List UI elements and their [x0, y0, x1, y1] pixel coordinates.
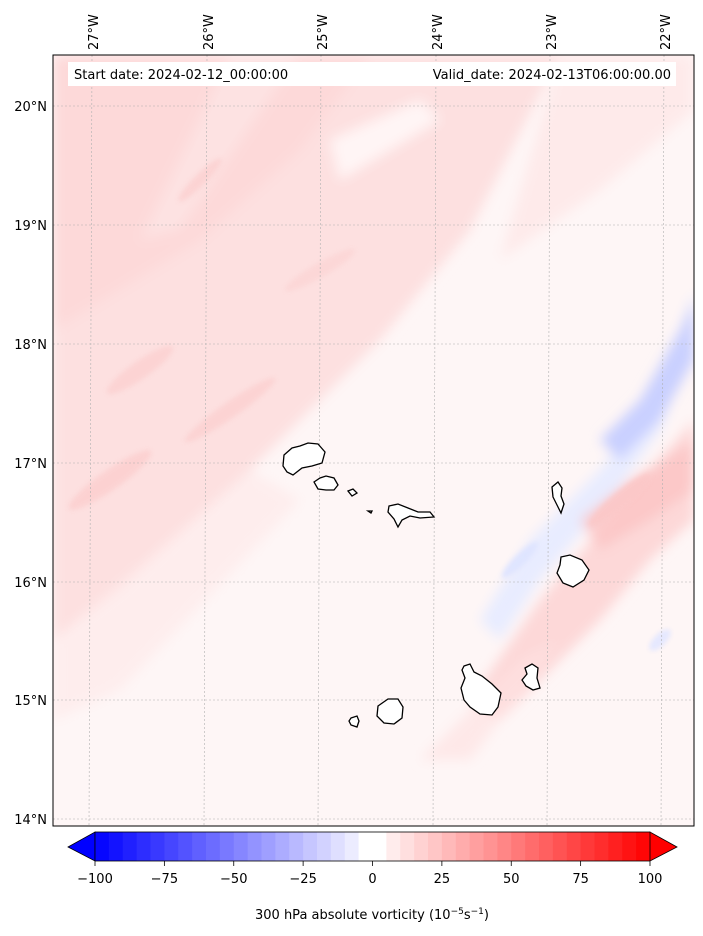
- colorbar-step: [441, 832, 457, 861]
- colorbar-tick-label: 75: [572, 872, 589, 887]
- start-date-label: Start date: 2024-02-12_00:00:00: [74, 68, 288, 83]
- lon-tick-label: 23°W: [545, 14, 560, 50]
- colorbar-label: 300 hPa absolute vorticity (10−5s−1): [255, 907, 489, 923]
- colorbar-tick-label: −75: [151, 872, 178, 887]
- colorbar-step: [150, 832, 165, 861]
- lat-tick-label: 17°N: [14, 457, 47, 472]
- lat-tick-label: 14°N: [14, 813, 47, 828]
- colorbar-step: [108, 832, 124, 861]
- colorbar-step: [303, 832, 318, 861]
- colorbar-step: [525, 832, 540, 861]
- colorbar-tick-label: 0: [368, 872, 376, 887]
- colorbar-extend-low: [67, 831, 96, 862]
- island-branco: [365, 510, 374, 514]
- colorbar-step: [192, 832, 207, 861]
- lat-tick-label: 15°N: [14, 694, 47, 709]
- colorbar-step: [95, 832, 110, 861]
- colorbar-ticks: −100 −75 −50 −25 0 25 50 75 100: [77, 861, 662, 887]
- lat-tick-label: 19°N: [14, 219, 47, 234]
- colorbar-step: [455, 832, 471, 861]
- island-santiago: [460, 663, 502, 716]
- colorbar-step: [497, 832, 512, 861]
- colorbar-extend-high: [649, 831, 678, 862]
- island-sal: [551, 481, 565, 515]
- colorbar-step: [261, 832, 276, 861]
- colorbar-step: [344, 832, 360, 861]
- island-sao-vicente: [313, 475, 339, 491]
- island-maio: [521, 663, 541, 691]
- colorbar-step: [289, 832, 304, 861]
- colorbar-color-steps: [95, 832, 651, 861]
- longitude-tick-labels: 27°W 26°W 25°W 24°W 23°W 22°W: [87, 14, 674, 50]
- colorbar-step: [539, 832, 554, 861]
- colorbar-tick-label: 50: [503, 872, 520, 887]
- colorbar-step: [275, 832, 290, 861]
- lat-tick-label: 16°N: [14, 576, 47, 591]
- map-gridlines: [53, 55, 694, 826]
- vorticity-field: [53, 55, 694, 826]
- lon-tick-label: 22°W: [659, 14, 674, 50]
- colorbar-step: [136, 832, 152, 861]
- colorbar-step: [608, 832, 623, 861]
- island-brava: [348, 715, 360, 728]
- colorbar-tick-label: 100: [638, 872, 663, 887]
- colorbar-step: [580, 832, 596, 861]
- colorbar-step: [622, 832, 637, 861]
- island-santo-antao: [282, 442, 326, 476]
- colorbar: −100 −75 −50 −25 0 25 50 75 100 300 hPa absolute…: [67, 831, 678, 923]
- lon-tick-label: 26°W: [202, 14, 217, 50]
- lon-tick-label: 24°W: [431, 14, 446, 50]
- colorbar-step: [511, 832, 526, 861]
- colorbar-step: [358, 832, 374, 861]
- colorbar-tick-label: −50: [220, 872, 247, 887]
- colorbar-step: [178, 832, 193, 861]
- colorbar-step: [219, 832, 235, 861]
- colorbar-step: [594, 832, 609, 861]
- colorbar-step: [330, 832, 346, 861]
- colorbar-step: [386, 832, 401, 861]
- island-fogo: [376, 698, 404, 725]
- colorbar-step: [206, 832, 221, 861]
- colorbar-step: [233, 832, 249, 861]
- colorbar-step: [400, 832, 415, 861]
- colorbar-step: [122, 832, 138, 861]
- colorbar-step: [483, 832, 498, 861]
- colorbar-tick-label: −25: [289, 872, 316, 887]
- colorbar-step: [372, 832, 387, 861]
- colorbar-step: [566, 832, 582, 861]
- header-info-box: [68, 62, 676, 86]
- island-santa-luzia: [346, 488, 359, 497]
- colorbar-step: [469, 832, 485, 861]
- colorbar-step: [428, 832, 443, 861]
- colorbar-step: [636, 832, 651, 861]
- colorbar-step: [164, 832, 179, 861]
- lon-tick-label: 25°W: [316, 14, 331, 50]
- colorbar-step: [317, 832, 332, 861]
- valid-date-label: Valid_date: 2024-02-13T06:00:00.00: [433, 68, 671, 83]
- island-boa-vista: [556, 554, 590, 588]
- lon-tick-label: 27°W: [87, 14, 102, 50]
- colorbar-step: [247, 832, 263, 861]
- map-frame: [52, 54, 695, 827]
- colorbar-step: [414, 832, 429, 861]
- coastlines: [282, 442, 590, 728]
- colorbar-tick-label: 25: [434, 872, 451, 887]
- colorbar-step: [552, 832, 568, 861]
- lat-tick-label: 20°N: [14, 100, 47, 115]
- colorbar-tick-label: −100: [77, 872, 113, 887]
- island-sao-nicolau: [387, 503, 436, 529]
- latitude-tick-labels: 20°N 19°N 18°N 17°N 16°N 15°N 14°N: [14, 100, 47, 828]
- lat-tick-label: 18°N: [14, 338, 47, 353]
